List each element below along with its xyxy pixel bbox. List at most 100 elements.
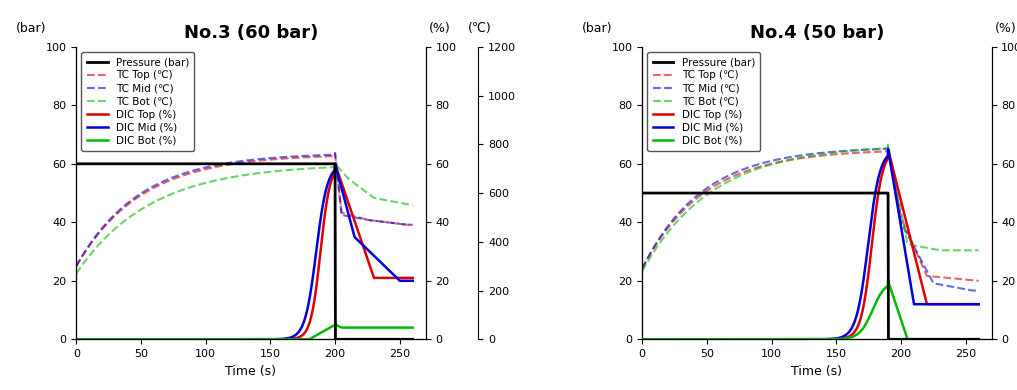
DIC Bot (%) <box>407 325 419 330</box>
TC Bot (℃) <box>407 203 419 207</box>
Line: DIC Bot (%): DIC Bot (%) <box>642 281 978 339</box>
DIC Mid (%) <box>70 337 82 342</box>
X-axis label: Time (s): Time (s) <box>791 365 842 378</box>
DIC Top (%) <box>695 337 707 342</box>
TC Bot (℃) <box>930 247 942 252</box>
DIC Mid (%) <box>199 337 212 342</box>
Pressure (bar) <box>330 337 342 342</box>
DIC Mid (%) <box>765 337 777 342</box>
TC Mid (℃) <box>199 165 212 170</box>
Title: No.4 (50 bar): No.4 (50 bar) <box>750 25 884 43</box>
Line: TC Mid (℃): TC Mid (℃) <box>642 147 978 291</box>
Text: (℃): (℃) <box>468 22 491 35</box>
DIC Top (%) <box>128 337 140 342</box>
TC Bot (℃) <box>328 161 341 166</box>
TC Top (℃) <box>966 278 978 282</box>
Pressure (bar) <box>407 337 419 342</box>
DIC Top (%) <box>214 337 226 342</box>
DIC Bot (%) <box>128 337 140 342</box>
TC Bot (℃) <box>364 193 376 197</box>
DIC Top (%) <box>364 264 376 269</box>
DIC Bot (%) <box>364 325 376 330</box>
DIC Mid (%) <box>674 337 686 342</box>
DIC Top (%) <box>882 147 894 152</box>
TC Mid (℃) <box>328 151 341 155</box>
TC Top (℃) <box>780 158 792 163</box>
DIC Mid (%) <box>695 337 707 342</box>
TC Top (℃) <box>400 222 412 227</box>
Text: (%): (%) <box>995 22 1017 35</box>
DIC Mid (%) <box>214 337 226 342</box>
TC Top (℃) <box>765 161 777 166</box>
Line: TC Mid (℃): TC Mid (℃) <box>76 153 413 266</box>
Line: DIC Bot (%): DIC Bot (%) <box>76 325 413 339</box>
Line: DIC Top (%): DIC Top (%) <box>76 164 413 339</box>
Legend: Pressure (bar), TC Top (℃), TC Mid (℃), TC Bot (℃), DIC Top (%), DIC Mid (%), DI: Pressure (bar), TC Top (℃), TC Mid (℃), … <box>81 52 194 151</box>
TC Mid (℃) <box>972 288 984 293</box>
Text: (bar): (bar) <box>15 22 46 35</box>
TC Mid (℃) <box>966 288 978 293</box>
DIC Mid (%) <box>882 147 894 152</box>
TC Bot (℃) <box>695 197 707 202</box>
DIC Bot (%) <box>636 337 648 342</box>
TC Bot (℃) <box>780 158 792 163</box>
DIC Bot (%) <box>328 323 341 327</box>
TC Mid (℃) <box>765 159 777 163</box>
DIC Bot (%) <box>400 325 412 330</box>
TC Bot (℃) <box>972 248 984 253</box>
TC Top (℃) <box>674 211 686 216</box>
DIC Bot (%) <box>109 337 121 342</box>
TC Top (℃) <box>407 222 419 227</box>
DIC Mid (%) <box>407 278 419 283</box>
TC Mid (℃) <box>128 195 140 200</box>
TC Bot (℃) <box>674 215 686 220</box>
DIC Bot (%) <box>695 337 707 342</box>
DIC Mid (%) <box>364 250 376 254</box>
DIC Mid (%) <box>109 337 121 342</box>
TC Mid (℃) <box>407 222 419 227</box>
DIC Mid (%) <box>930 302 942 307</box>
DIC Top (%) <box>199 337 212 342</box>
DIC Top (%) <box>972 302 984 307</box>
DIC Bot (%) <box>780 337 792 342</box>
DIC Mid (%) <box>128 337 140 342</box>
TC Mid (℃) <box>109 212 121 217</box>
TC Top (℃) <box>214 164 226 168</box>
TC Mid (℃) <box>780 156 792 160</box>
TC Mid (℃) <box>966 288 978 293</box>
DIC Top (%) <box>780 337 792 342</box>
DIC Top (%) <box>636 337 648 342</box>
Pressure (bar) <box>882 191 894 195</box>
DIC Bot (%) <box>966 337 978 342</box>
Pressure (bar) <box>883 337 895 342</box>
TC Bot (℃) <box>70 271 82 276</box>
DIC Bot (%) <box>972 337 984 342</box>
TC Top (℃) <box>70 264 82 268</box>
TC Mid (℃) <box>882 145 894 149</box>
Pressure (bar) <box>70 161 82 166</box>
TC Top (℃) <box>128 197 140 202</box>
Line: DIC Mid (%): DIC Mid (%) <box>76 164 413 339</box>
Text: (%): (%) <box>429 22 451 35</box>
TC Bot (℃) <box>882 142 894 147</box>
DIC Top (%) <box>930 302 942 307</box>
TC Top (℃) <box>972 278 984 283</box>
TC Top (℃) <box>636 266 648 271</box>
DIC Mid (%) <box>966 302 978 307</box>
Pressure (bar) <box>328 161 341 166</box>
TC Top (℃) <box>199 167 212 172</box>
Line: TC Bot (℃): TC Bot (℃) <box>642 145 978 271</box>
TC Bot (℃) <box>400 202 412 206</box>
TC Mid (℃) <box>400 222 412 227</box>
DIC Bot (%) <box>882 278 894 283</box>
Line: TC Top (℃): TC Top (℃) <box>642 149 978 281</box>
DIC Mid (%) <box>636 337 648 342</box>
TC Bot (℃) <box>214 177 226 182</box>
DIC Mid (%) <box>972 302 984 307</box>
TC Top (℃) <box>109 214 121 218</box>
DIC Top (%) <box>109 337 121 342</box>
DIC Top (%) <box>328 161 341 166</box>
Pressure (bar) <box>882 191 894 195</box>
Line: Pressure (bar): Pressure (bar) <box>642 193 978 339</box>
Line: TC Bot (℃): TC Bot (℃) <box>76 164 413 273</box>
